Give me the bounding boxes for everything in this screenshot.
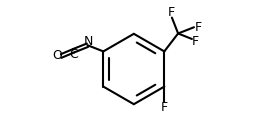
Text: O: O — [52, 49, 62, 62]
Text: F: F — [192, 35, 199, 48]
Text: C: C — [69, 48, 78, 61]
Text: F: F — [168, 6, 175, 19]
Text: N: N — [84, 35, 94, 48]
Text: F: F — [161, 101, 168, 114]
Text: F: F — [195, 21, 202, 34]
